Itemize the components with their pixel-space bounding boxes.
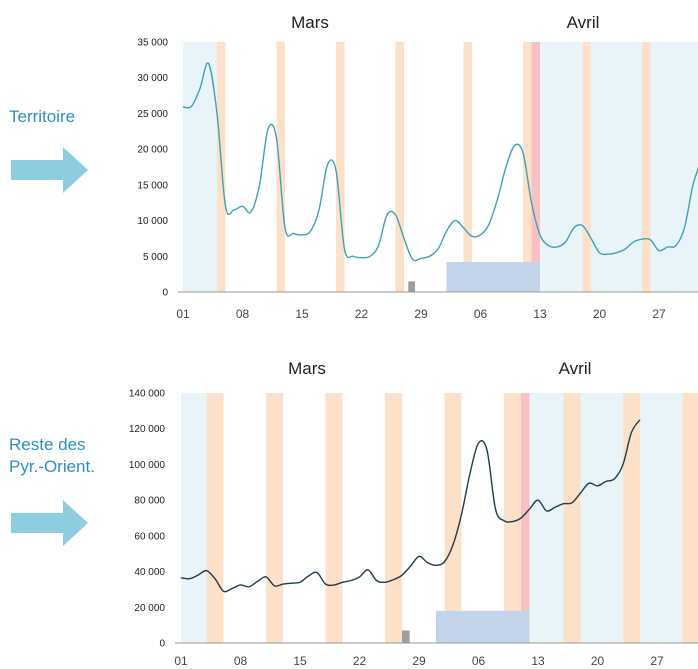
weekend-band [444, 393, 462, 643]
x-tick-label: 01 [176, 307, 190, 321]
light-background-band [183, 42, 217, 292]
x-tick-label: 27 [652, 307, 666, 321]
light-background-band [181, 393, 207, 643]
month-label: Mars [288, 359, 326, 378]
y-tick-label: 120 000 [129, 424, 166, 435]
x-tick-label: 22 [353, 654, 367, 668]
light-background-band [529, 393, 683, 643]
y-tick-label: 10 000 [137, 216, 168, 227]
weekend-band [395, 42, 404, 292]
y-tick-label: 20 000 [137, 145, 168, 156]
weekend-band [206, 393, 224, 643]
weekend-band [523, 42, 532, 292]
weekend-band [582, 42, 591, 292]
period-box [436, 610, 530, 643]
y-tick-label: 20 000 [134, 603, 165, 614]
x-tick-label: 13 [533, 307, 547, 321]
reste-label: Reste des Pyr.-Orient. [9, 435, 95, 476]
x-tick-label: 15 [295, 307, 309, 321]
x-tick-label: 06 [474, 307, 488, 321]
x-tick-label: 29 [412, 654, 426, 668]
x-tick-label: 13 [531, 654, 545, 668]
weekend-band [325, 393, 343, 643]
y-tick-label: 80 000 [134, 496, 165, 507]
highlight-band [531, 42, 540, 292]
event-marker [408, 281, 416, 292]
y-tick-label: 40 000 [134, 567, 165, 578]
weekend-band [563, 393, 581, 643]
x-tick-label: 20 [591, 654, 605, 668]
y-tick-label: 0 [162, 288, 168, 299]
x-tick-label: 22 [355, 307, 369, 321]
period-box [446, 262, 540, 292]
x-tick-label: 01 [174, 654, 188, 668]
x-tick-label: 27 [650, 654, 664, 668]
y-tick-label: 25 000 [137, 109, 168, 120]
y-tick-label: 0 [159, 639, 165, 650]
light-background-band [540, 42, 698, 292]
x-tick-label: 20 [593, 307, 607, 321]
x-tick-label: 29 [414, 307, 428, 321]
weekend-band [276, 42, 285, 292]
x-tick-label: 06 [472, 654, 486, 668]
territoire-label: Territoire [9, 107, 76, 126]
month-label: Avril [559, 359, 592, 378]
x-tick-label: 08 [236, 307, 250, 321]
weekend-band [266, 393, 283, 643]
series-line [180, 419, 641, 593]
highlight-band [521, 393, 530, 643]
x-tick-label: 15 [293, 654, 307, 668]
weekend-band [336, 42, 345, 292]
weekend-band [504, 393, 521, 643]
x-tick-label: 08 [234, 654, 248, 668]
month-label: Mars [291, 13, 329, 32]
month-label: Avril [567, 13, 600, 32]
weekend-band [682, 393, 698, 643]
series-line [182, 62, 698, 262]
y-tick-label: 35 000 [137, 38, 168, 49]
weekend-band [463, 42, 472, 292]
y-tick-label: 100 000 [129, 460, 166, 471]
reste-chart: 0 20 000 40 000 60 000 80 000 100 000 120 000 1… [129, 359, 698, 668]
weekend-band [642, 42, 651, 292]
weekend-band [623, 393, 640, 643]
y-tick-label: 15 000 [137, 180, 168, 191]
weekend-band [385, 393, 402, 643]
y-tick-label: 60 000 [134, 531, 165, 542]
y-tick-label: 140 000 [129, 389, 166, 400]
y-tick-label: 5 000 [143, 252, 168, 263]
arrow-icon [11, 147, 88, 193]
arrow-icon [11, 500, 88, 546]
event-marker [402, 630, 410, 643]
y-tick-label: 30 000 [137, 73, 168, 84]
territoire-chart: 0 5 000 10 000 15 000 20 000 25 000 30 000 35 0… [137, 13, 698, 321]
